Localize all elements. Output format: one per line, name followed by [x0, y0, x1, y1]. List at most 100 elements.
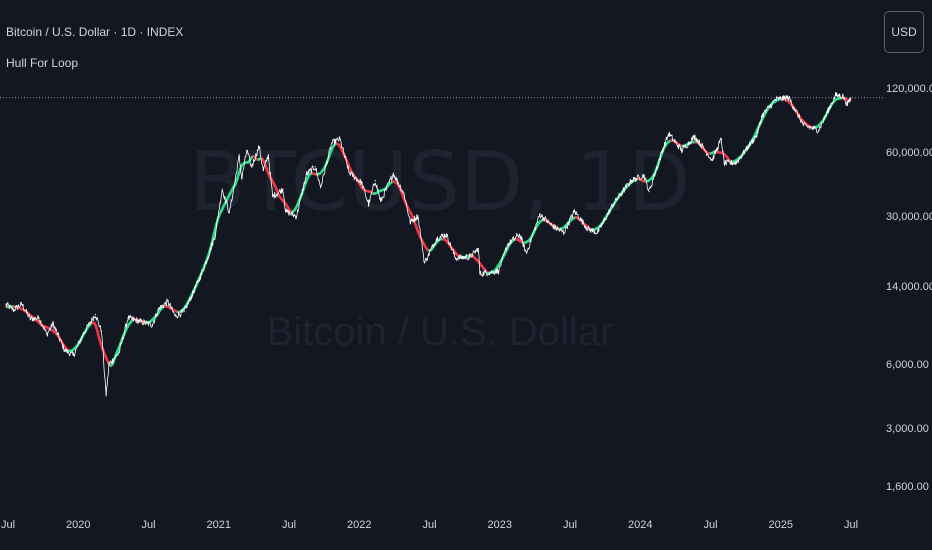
price-point — [258, 146, 260, 148]
x-axis[interactable]: Jul 2020 Jul 2021 Jul 2022 Jul 2023 Jul 2024 Jul 20… — [1, 519, 858, 531]
x-tick-label: 2023 — [488, 519, 512, 531]
price-point — [348, 171, 350, 174]
price-point — [374, 179, 376, 182]
price-point — [250, 166, 253, 168]
price-point — [735, 161, 737, 164]
price-point — [694, 135, 696, 137]
price-point — [850, 97, 852, 99]
price-point — [525, 252, 528, 254]
y-tick-label: 30,000.00 — [886, 211, 932, 223]
price-point — [94, 313, 96, 315]
watermark-description: Bitcoin / U.S. Dollar — [267, 310, 614, 354]
price-point — [192, 291, 194, 293]
price-point — [477, 248, 479, 250]
price-point — [506, 243, 509, 245]
price-point — [105, 394, 107, 396]
y-tick-label: 6,000.00 — [886, 359, 929, 371]
price-point — [842, 95, 844, 97]
price-point — [539, 213, 541, 215]
price-point — [479, 273, 481, 275]
price-point — [320, 186, 322, 188]
price-point — [469, 256, 471, 258]
price-point — [267, 154, 269, 156]
x-tick-label: Jul — [703, 519, 717, 531]
price-point — [587, 228, 589, 230]
price-point — [12, 309, 14, 311]
price-point — [648, 191, 650, 193]
price-point — [788, 97, 790, 99]
price-point — [756, 134, 758, 136]
price-point — [167, 301, 169, 303]
price-point — [417, 215, 419, 217]
price-point — [238, 156, 240, 158]
y-tick-label: 120,000.00 — [886, 83, 932, 95]
price-point — [613, 202, 615, 204]
price-point — [331, 142, 333, 144]
price-point — [183, 311, 185, 313]
price-point — [314, 166, 316, 168]
x-tick-label: Jul — [141, 519, 155, 531]
y-tick-label: 1,600.00 — [886, 481, 929, 493]
price-point — [100, 330, 103, 332]
x-tick-label: 2022 — [347, 519, 371, 531]
price-point — [498, 270, 500, 272]
price-point — [151, 324, 153, 326]
y-tick-label: 60,000.00 — [886, 147, 932, 159]
x-tick-label: Jul — [422, 519, 436, 531]
price-point — [295, 215, 298, 218]
price-point — [723, 162, 725, 164]
x-tick-label: Jul — [563, 519, 577, 531]
price-point — [630, 179, 633, 182]
price-point — [436, 237, 438, 239]
price-point — [285, 210, 287, 212]
price-point — [403, 193, 405, 195]
price-point — [454, 257, 456, 259]
watermark-symbol: BTCUSD, 1D — [189, 135, 690, 230]
symbol-title[interactable]: Bitcoin / U.S. Dollar · 1D · INDEX — [6, 25, 184, 39]
price-point — [174, 315, 176, 317]
price-point — [52, 323, 54, 325]
x-tick-label: Jul — [1, 519, 15, 531]
price-point — [5, 303, 7, 305]
price-point — [305, 173, 308, 176]
price-point — [846, 104, 849, 106]
price-point — [38, 317, 40, 319]
price-point — [63, 349, 66, 351]
price-point — [518, 233, 521, 236]
indicator-label[interactable]: Hull For Loop — [6, 56, 79, 70]
price-point — [668, 133, 670, 135]
price-point — [360, 182, 363, 184]
x-tick-label: Jul — [844, 519, 858, 531]
price-point — [262, 169, 264, 172]
currency-button[interactable]: USD — [884, 11, 924, 53]
price-point — [392, 172, 394, 175]
price-point — [409, 221, 411, 223]
price-point — [643, 174, 645, 176]
price-point — [246, 149, 248, 151]
price-point — [282, 188, 284, 190]
y-axis[interactable]: 120,000.00 60,000.00 30,000.00 14,000.00 6,0… — [886, 83, 932, 493]
price-point — [118, 352, 120, 354]
price-point — [140, 321, 142, 323]
price-point — [200, 273, 203, 275]
price-point — [339, 138, 341, 140]
price-point — [596, 232, 599, 234]
y-tick-label: 14,000.00 — [886, 281, 932, 293]
price-point — [228, 212, 231, 214]
price-point — [221, 188, 223, 190]
price-line — [5, 92, 851, 397]
price-point — [83, 332, 85, 334]
price-point — [662, 148, 664, 150]
price-point — [21, 303, 23, 305]
x-tick-label: 2020 — [66, 519, 90, 531]
x-tick-label: 2021 — [207, 519, 231, 531]
price-point — [445, 233, 448, 236]
price-point — [241, 177, 243, 180]
price-point — [271, 195, 274, 198]
price-point — [681, 149, 683, 151]
price-point — [72, 354, 74, 356]
price-point — [423, 262, 426, 264]
